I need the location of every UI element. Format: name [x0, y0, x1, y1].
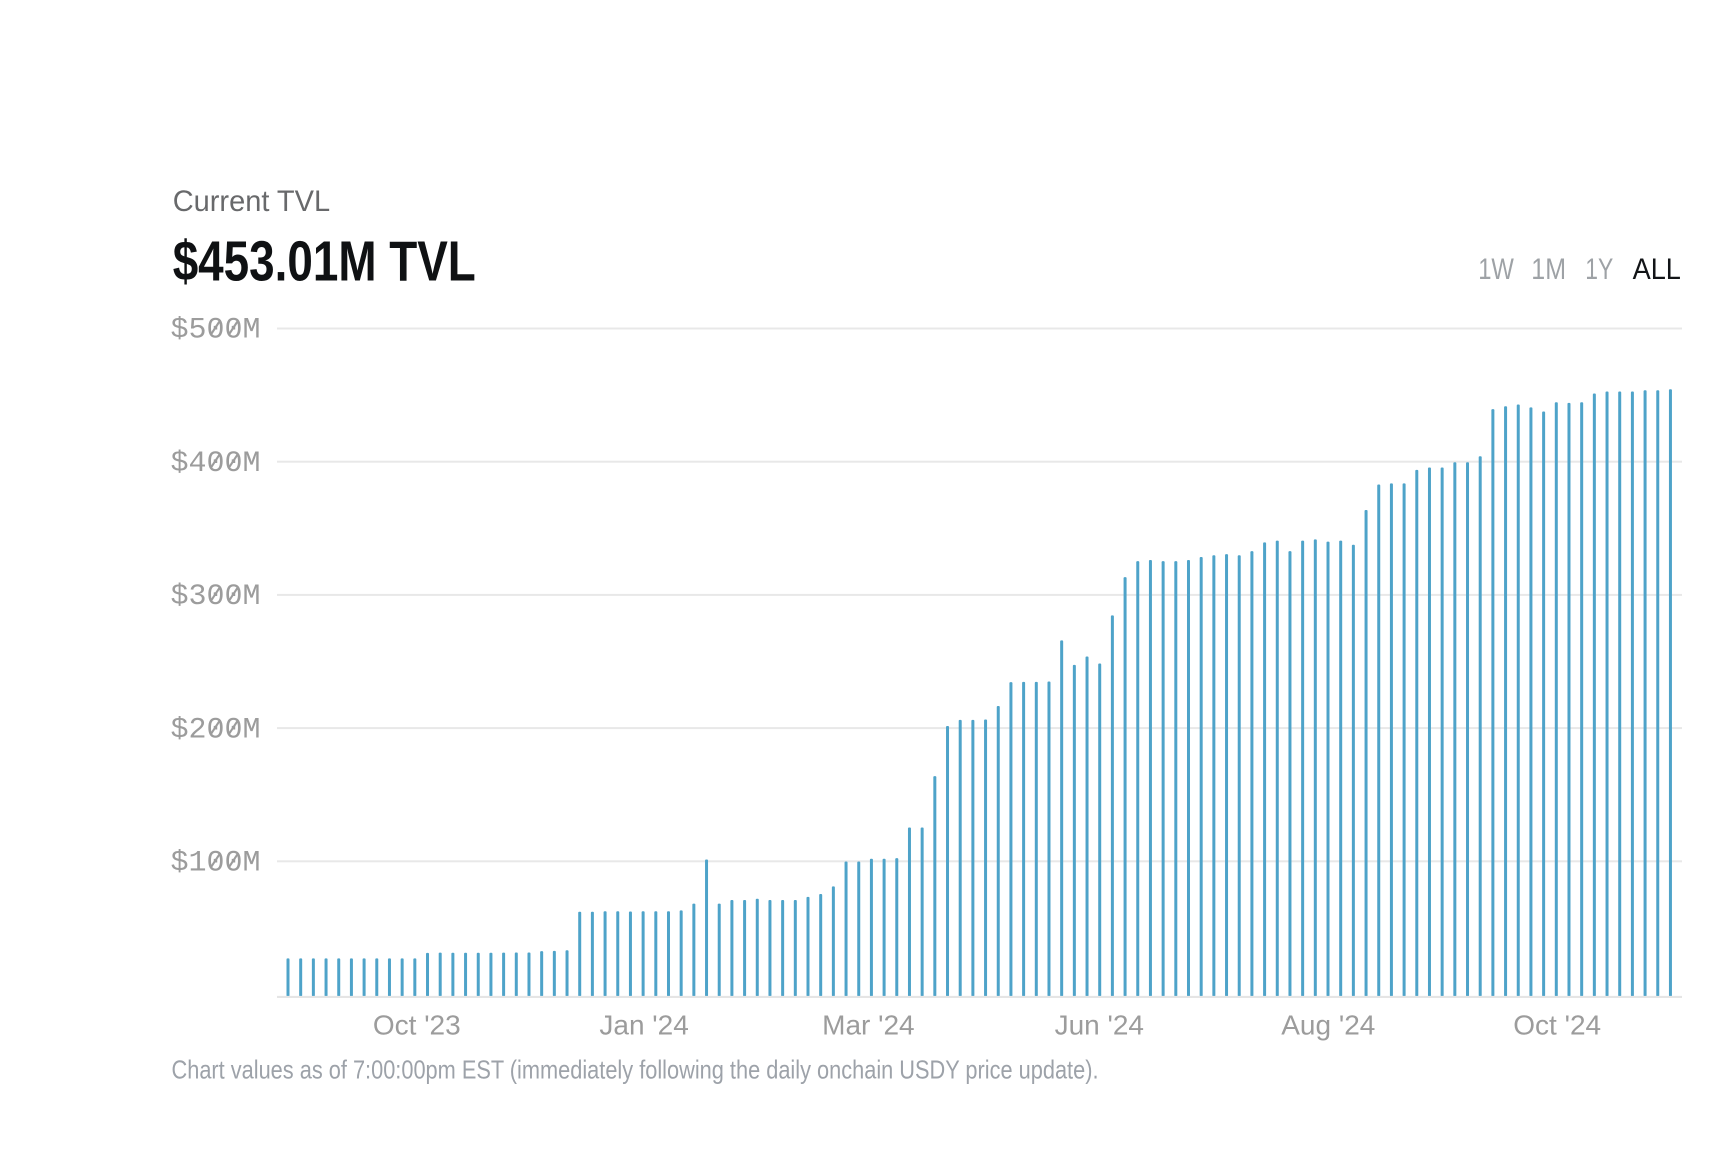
svg-text:$500M: $500M — [171, 314, 261, 348]
svg-text:$300M: $300M — [171, 580, 261, 614]
svg-text:Oct '24: Oct '24 — [1513, 1009, 1601, 1040]
svg-text:1W: 1W — [1478, 253, 1514, 286]
svg-text:Oct '23: Oct '23 — [373, 1009, 461, 1040]
svg-text:Jan '24: Jan '24 — [599, 1009, 688, 1040]
svg-text:Aug '24: Aug '24 — [1281, 1009, 1375, 1040]
svg-text:$100M: $100M — [171, 847, 261, 881]
svg-text:Mar '24: Mar '24 — [822, 1009, 915, 1040]
svg-text:$400M: $400M — [171, 447, 261, 481]
svg-text:1Y: 1Y — [1585, 253, 1613, 286]
svg-text:Current TVL: Current TVL — [173, 185, 330, 218]
svg-text:Chart values as of 7:00:00pm E: Chart values as of 7:00:00pm EST (immedi… — [172, 1054, 1099, 1084]
svg-text:$200M: $200M — [171, 713, 261, 747]
svg-text:$453.01M TVL: $453.01M TVL — [173, 230, 476, 293]
svg-text:ALL: ALL — [1633, 253, 1681, 286]
svg-text:1M: 1M — [1531, 253, 1566, 286]
svg-text:Jun '24: Jun '24 — [1055, 1009, 1144, 1040]
